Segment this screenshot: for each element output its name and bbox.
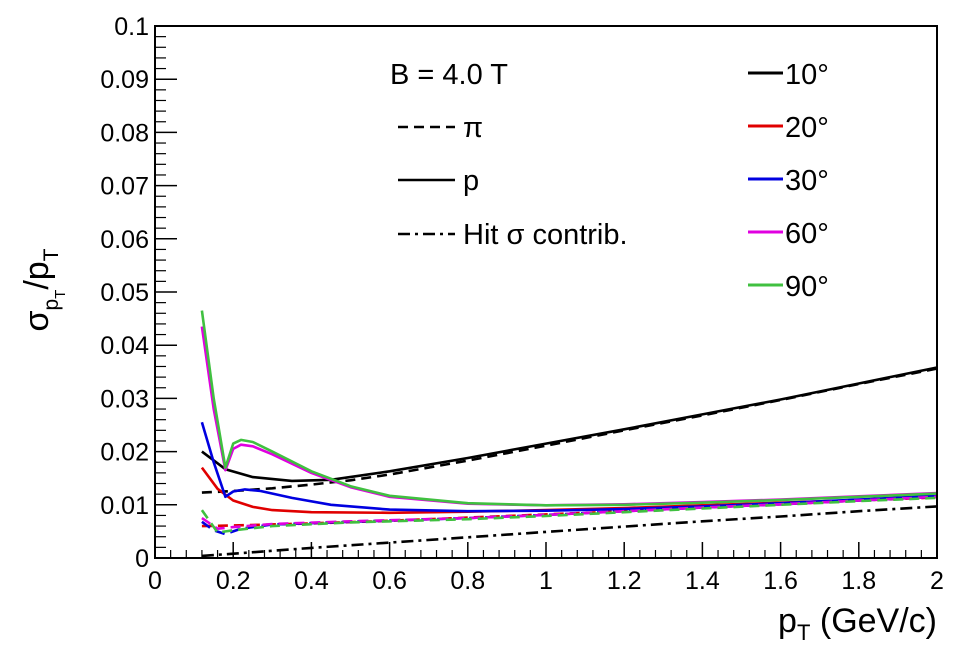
y-tick-label: 0.07 [100,173,149,201]
legend-angles: 10° 20° 30° 60° 90° [748,59,829,303]
series-hit-contrib [201,505,938,558]
y-tick-label: 0.08 [100,119,149,147]
x-tick-label: 2 [930,567,944,595]
x-tick-label: 0.2 [216,567,251,595]
y-tick-label: 0.02 [100,439,149,467]
y-tick-label: 0.1 [114,13,149,41]
plot-frame [154,25,938,559]
legend-angle-label: 90° [785,271,829,303]
legend-angle-label: 60° [785,218,829,250]
legend-style-label: Hit σ contrib. [463,219,628,251]
x-tick-label: 0 [148,567,162,595]
x-tick-label: 0.6 [372,567,407,595]
x-tick-label: 1.2 [607,567,642,595]
x-tick-label: 0.8 [450,567,485,595]
y-tick-label: 0.09 [100,66,149,94]
y-tick-label: 0.01 [100,492,149,520]
series-90-p [200,310,938,507]
y-tick-label: 0.06 [100,226,149,254]
series-60 [201,495,938,530]
series-10 [201,367,938,494]
series-60-p [200,326,938,507]
legend-angle-label: 10° [785,59,829,91]
x-tick-label: 1.4 [685,567,720,595]
y-tick-label: 0.05 [100,279,149,307]
legend-styles: π p Hit σ contrib. [398,112,628,251]
x-tick-label: 0.4 [294,567,329,595]
series-10-p [201,366,938,483]
y-tick-label: 0 [135,545,149,573]
y-tick-label: 0.04 [100,332,149,360]
legend-style-label: p [463,165,479,197]
series-90 [200,496,938,534]
x-axis-label: pT (GeV/c) [778,602,937,645]
legend-style-label: π [463,112,483,144]
y-tick-label: 0.03 [100,385,149,413]
legend-angle-label: 20° [785,112,829,144]
x-tick-label: 1.8 [841,567,876,595]
y-axis-label: σpT/pT [18,248,69,331]
field-annotation: B = 4.0 T [390,59,508,91]
legend-angle-label: 30° [785,165,829,197]
x-tick-label: 1 [539,567,553,595]
x-tick-label: 1.6 [763,567,798,595]
